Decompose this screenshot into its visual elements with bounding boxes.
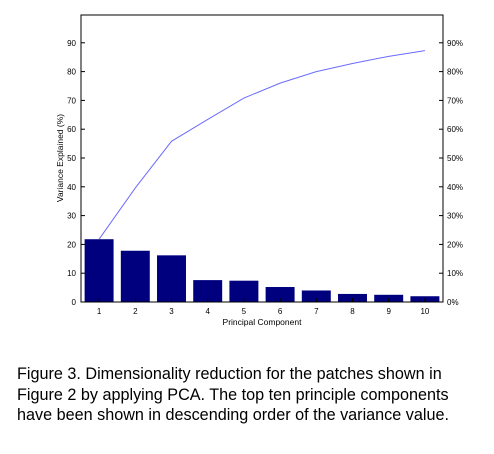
x-tick-label: 1	[97, 307, 102, 316]
bar-series	[84, 239, 440, 302]
bar	[338, 293, 367, 302]
x-tick-label: 9	[386, 307, 391, 316]
y2-tick-label: 10%	[447, 269, 463, 278]
y2-tick-label: 0%	[447, 298, 459, 307]
x-tick-label: 2	[133, 307, 138, 316]
y-tick-label: 80	[67, 68, 76, 77]
y-tick-label: 10	[67, 269, 76, 278]
right-axis: 0% 10% 20% 30% 40% 50% 60% 70% 80% 90%	[439, 39, 463, 307]
y2-tick-label: 60%	[447, 125, 463, 134]
bar	[193, 280, 223, 302]
x-tick-label: 8	[350, 307, 355, 316]
y2-tick-label: 30%	[447, 212, 463, 221]
x-tick-label: 3	[169, 307, 174, 316]
x-tick-label: 4	[205, 307, 210, 316]
y-tick-label: 60	[67, 125, 76, 134]
x-tick-label: 5	[242, 307, 247, 316]
cumulative-line	[98, 50, 425, 240]
y-tick-label: 90	[67, 39, 76, 48]
bar	[229, 280, 259, 302]
figure-caption: Figure 3. Dimensionality reduction for t…	[17, 365, 449, 424]
x-tick-label: 6	[278, 307, 283, 316]
x-axis-label: Principal Component	[223, 317, 303, 327]
y-tick-label: 70	[67, 96, 76, 105]
left-axis: 0 10 20 30 40 50 60 70 80 90	[67, 39, 85, 307]
bar	[84, 239, 114, 302]
y2-tick-label: 80%	[447, 68, 463, 77]
bar	[120, 250, 150, 302]
y2-tick-label: 40%	[447, 183, 463, 192]
y-tick-label: 20	[67, 240, 76, 249]
x-axis: 1 2 3 4 5 6 7 8 9 10	[97, 298, 430, 316]
y-tick-label: 40	[67, 183, 76, 192]
bar	[157, 255, 186, 302]
y2-tick-label: 20%	[447, 240, 463, 249]
x-tick-label: 7	[314, 307, 319, 316]
y-tick-label: 0	[72, 298, 77, 307]
y2-tick-label: 90%	[447, 39, 463, 48]
y-tick-label: 50	[67, 154, 76, 163]
y2-tick-label: 50%	[447, 154, 463, 163]
y2-tick-label: 70%	[447, 96, 463, 105]
x-tick-label: 10	[420, 307, 429, 316]
bar	[265, 287, 295, 302]
y-tick-label: 30	[67, 212, 76, 221]
bar	[301, 290, 331, 302]
y-axis-label: Variance Explained (%)	[55, 114, 65, 202]
